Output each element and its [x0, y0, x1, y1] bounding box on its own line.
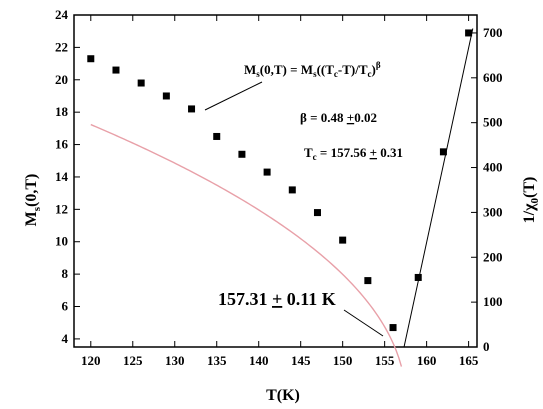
intercept-pointer	[343, 309, 384, 337]
right-y-axis-ticks: 0 100 200 300 400 500 600 700	[471, 25, 503, 354]
left-y-tick-label: 12	[55, 201, 68, 216]
left-y-tick-label: 24	[55, 7, 69, 22]
magnetization-point	[213, 132, 221, 140]
formula-pointer	[204, 81, 263, 111]
fit-line-inverse-susceptibility	[403, 28, 474, 348]
x-tick-label: 130	[165, 353, 185, 368]
fit-curve-magnetization	[90, 123, 403, 367]
magnetization-point	[389, 324, 397, 332]
formula-annotation: Ms(0,T) = Ms((Tc-T)/Tc)β	[244, 60, 381, 79]
beta-annotation: β = 0.48 +0.02	[300, 110, 377, 125]
right-y-tick-label: 0	[483, 339, 490, 354]
inverse-susceptibility-point	[414, 273, 422, 281]
tc-annotation: Tc = 157.56 + 0.31	[304, 145, 403, 162]
magnetization-point	[162, 92, 170, 100]
x-tick-label: 150	[333, 353, 353, 368]
right-y-tick-label: 500	[483, 115, 503, 130]
left-y-tick-label: 18	[55, 104, 69, 119]
right-y-tick-label: 600	[483, 70, 503, 85]
magnetization-point	[87, 55, 95, 63]
plot-frame	[73, 14, 478, 348]
magnetization-point	[263, 168, 271, 176]
magnetization-point	[188, 105, 196, 113]
left-y-axis-title: Ms(0,T)	[23, 174, 43, 227]
x-tick-label: 125	[123, 353, 143, 368]
left-y-tick-label: 14	[55, 169, 69, 184]
left-y-tick-label: 10	[55, 234, 68, 249]
magnetization-point	[238, 150, 246, 158]
x-axis-title: T(K)	[266, 387, 300, 404]
x-tick-label: 155	[375, 353, 395, 368]
magnetization-point	[288, 186, 296, 194]
left-y-tick-label: 8	[62, 266, 69, 281]
x-tick-label: 140	[249, 353, 269, 368]
magnetization-point	[339, 236, 347, 244]
left-y-tick-label: 4	[62, 331, 69, 346]
magnetization-point	[137, 79, 145, 87]
right-y-axis-title: 1/χ0(T)	[521, 177, 541, 224]
x-tick-label: 165	[459, 353, 479, 368]
inverse-susceptibility-point	[439, 148, 447, 156]
left-y-tick-label: 20	[55, 72, 68, 87]
inverse-susceptibility-point	[465, 29, 473, 37]
plot-border	[73, 14, 478, 348]
left-y-tick-label: 16	[55, 137, 69, 152]
x-tick-label: 160	[417, 353, 437, 368]
left-y-axis-ticks: 4 6 8 10 12 14 16 18 20 22 24	[55, 7, 80, 346]
left-y-tick-label: 6	[62, 299, 69, 314]
right-y-tick-label: 400	[483, 160, 503, 175]
x-tick-label: 135	[207, 353, 227, 368]
x-tick-label: 120	[81, 353, 101, 368]
right-y-tick-label: 300	[483, 204, 503, 219]
magnetization-point	[364, 277, 372, 285]
right-y-tick-label: 700	[483, 25, 503, 40]
x-tick-label: 145	[291, 353, 311, 368]
right-y-tick-label: 100	[483, 294, 503, 309]
magnetization-point	[313, 209, 321, 217]
intercept-annotation: 157.31 + 0.11 K	[218, 289, 336, 309]
magnetization-point	[112, 66, 120, 74]
x-axis-ticks: 120 125 130 135 140 145 150 155 160 165	[81, 15, 479, 368]
data-points	[87, 29, 473, 332]
fit-curves	[90, 28, 474, 367]
left-y-tick-label: 22	[55, 39, 68, 54]
right-y-tick-label: 200	[483, 249, 503, 264]
